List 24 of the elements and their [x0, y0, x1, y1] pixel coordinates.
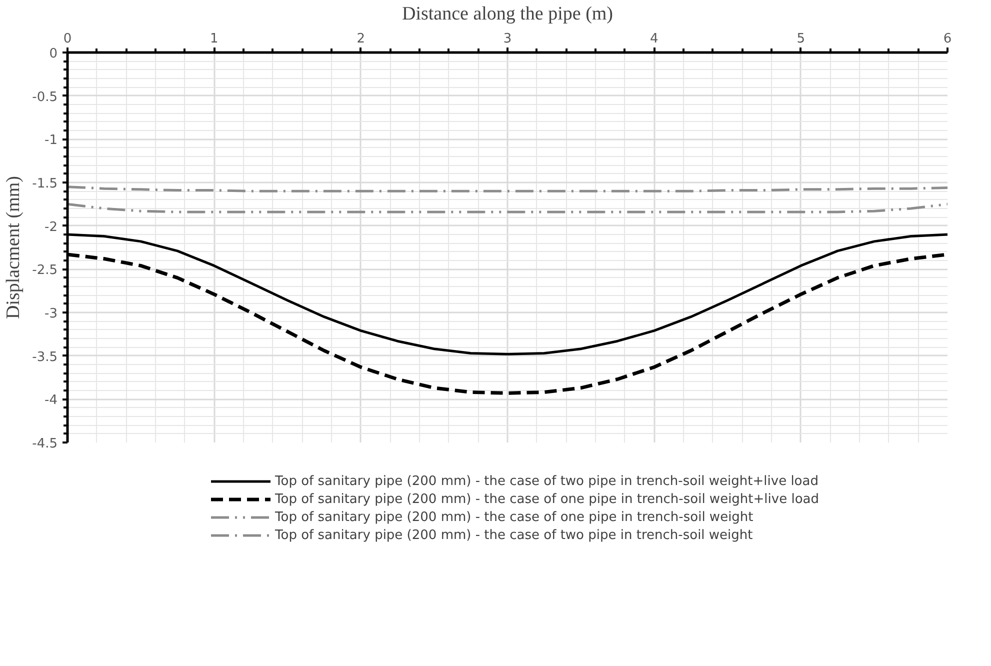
y-tick-label: -4	[44, 393, 58, 408]
y-axis-title: Displacment (mm)	[3, 176, 24, 319]
line-series	[68, 202, 948, 214]
y-tick-label: -1	[44, 133, 58, 148]
x-axis-title: Distance along the pipe (m)	[402, 4, 614, 24]
x-tick-label: 5	[796, 32, 805, 46]
y-tick-label: 0	[49, 46, 58, 62]
x-tick-label: 2	[356, 32, 365, 46]
legend-label: Top of sanitary pipe (200 mm) - the case of two pipe in trench-soil weight+live load	[275, 472, 818, 490]
x-tick-label: 6	[943, 32, 952, 46]
y-tick-label: -3.5	[32, 350, 58, 365]
y-tick-label: -1.5	[32, 176, 58, 192]
x-tick-label: 1	[210, 32, 218, 46]
legend-label: Top of sanitary pipe (200 mm) - the case of two pipe in trench-soil weight	[275, 526, 753, 544]
y-tick-label: -0.5	[32, 90, 58, 105]
x-tick-label: 4	[650, 32, 658, 46]
y-tick-label: -3	[44, 306, 58, 322]
legend-label: Top of sanitary pipe (200 mm) - the case of one pipe in trench-soil weight	[275, 508, 754, 526]
x-tick-label: 0	[63, 32, 72, 46]
x-tick-label: 3	[503, 32, 512, 46]
y-tick-label: -2	[44, 220, 58, 235]
y-tick-label: -2.5	[32, 263, 58, 278]
legend-label: Top of sanitary pipe (200 mm) - the case of one pipe in trench-soil weight+live load	[275, 490, 819, 508]
y-tick-label: -4.5	[32, 436, 58, 452]
